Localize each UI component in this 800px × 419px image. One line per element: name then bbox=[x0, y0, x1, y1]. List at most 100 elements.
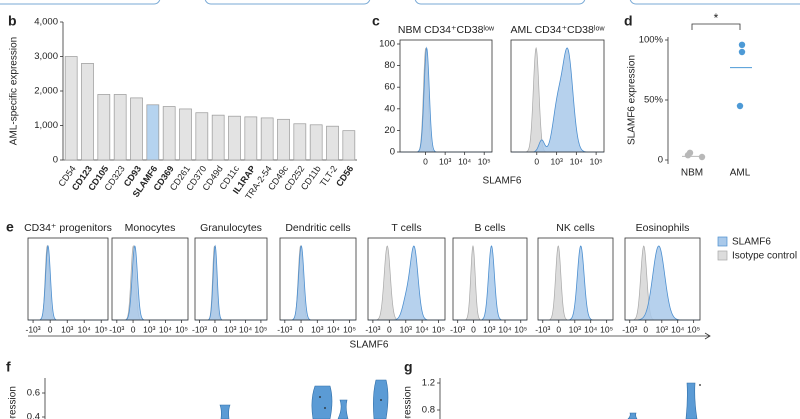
y-tick-label: 0 bbox=[390, 147, 395, 158]
slamf6-histogram bbox=[368, 245, 445, 321]
y-axis-label: SLAMF6 expression bbox=[627, 55, 638, 145]
bar bbox=[244, 116, 258, 161]
slamf6-histogram bbox=[453, 245, 527, 321]
bar bbox=[293, 123, 307, 161]
y-tick-label: 0.6 bbox=[27, 388, 40, 399]
bar bbox=[64, 56, 78, 161]
y-tick-label: 60 bbox=[384, 82, 395, 93]
x-tick-label: 10⁵ bbox=[514, 324, 527, 334]
bar bbox=[81, 63, 94, 161]
x-tick-label: 10⁵ bbox=[432, 324, 445, 334]
slamf6-histogram bbox=[280, 245, 356, 321]
isotype-histogram bbox=[280, 244, 356, 321]
x-tick-label: 0 bbox=[131, 324, 136, 334]
plot-title: Granulocytes bbox=[200, 222, 262, 234]
isotype-histogram bbox=[28, 244, 108, 321]
plot-frame bbox=[194, 237, 268, 321]
x-tick-label: 0 bbox=[556, 324, 561, 334]
x-tick-label: 10⁴ bbox=[584, 324, 597, 334]
y-tick-label: 0 bbox=[658, 155, 663, 166]
y-tick-label: 0.4 bbox=[27, 412, 40, 419]
x-tick-label: 10⁴ bbox=[239, 324, 252, 334]
bar bbox=[211, 114, 225, 161]
bar bbox=[162, 106, 176, 161]
x-tick-label: 10⁵ bbox=[590, 156, 603, 166]
bar bbox=[277, 118, 290, 161]
x-tick-label: NBM bbox=[681, 168, 703, 179]
plot-frame bbox=[624, 237, 701, 321]
violin-points bbox=[319, 384, 701, 409]
legend-label: Isotype control bbox=[732, 251, 797, 262]
slamf6-histogram bbox=[195, 244, 267, 321]
x-tick-label: 10³ bbox=[400, 324, 412, 334]
slamf6-histogram bbox=[625, 245, 700, 321]
x-tick-label: 10⁴ bbox=[458, 156, 471, 166]
bar bbox=[146, 104, 160, 161]
x-tick-label: 10⁵ bbox=[478, 156, 491, 166]
y-tick-label: 0.8 bbox=[422, 405, 435, 416]
dot bbox=[738, 41, 746, 48]
violins bbox=[219, 379, 698, 419]
x-tick-label: 0 bbox=[423, 156, 428, 166]
y-tick-label: 4,000 bbox=[34, 17, 58, 28]
plot-title: Monocytes bbox=[125, 222, 176, 234]
significance: * bbox=[714, 11, 719, 25]
x-axis-arrow bbox=[28, 332, 711, 340]
x-tick-label: 10⁴ bbox=[498, 324, 511, 334]
x-tick-label: 0 bbox=[643, 324, 648, 334]
x-tick-label: -10³ bbox=[109, 324, 124, 334]
plot-title: NBM CD34⁺CD38ˡᵒʷ bbox=[398, 24, 495, 36]
plot-frame bbox=[27, 237, 109, 321]
y-tick-label: 3,000 bbox=[34, 51, 58, 62]
legend-swatch bbox=[717, 250, 728, 261]
x-tick-label: 10⁴ bbox=[78, 324, 91, 334]
x-tick-label: 10³ bbox=[61, 324, 73, 334]
x-tick-label: -10³ bbox=[277, 324, 292, 334]
dot bbox=[736, 102, 744, 110]
x-tick-label: CD56 bbox=[334, 164, 355, 189]
x-tick-label: 10³ bbox=[550, 156, 562, 166]
x-tick-label: 0 bbox=[213, 324, 218, 334]
plot-frame bbox=[452, 237, 528, 321]
plot-title: NK cells bbox=[556, 222, 595, 234]
slamf6-histogram bbox=[511, 47, 604, 153]
slamf6-histogram bbox=[538, 245, 613, 321]
x-tick-label: -10³ bbox=[622, 324, 637, 334]
plot-title: CD34⁺ progenitors bbox=[24, 222, 112, 234]
y-tick-label: 50% bbox=[644, 95, 664, 106]
bar bbox=[309, 124, 323, 161]
x-tick-label: 10³ bbox=[656, 324, 668, 334]
y-axis-label: pression bbox=[403, 386, 414, 419]
slamf6-histogram bbox=[112, 245, 188, 321]
plot-title: Dendritic cells bbox=[285, 222, 350, 234]
x-tick-label: 10⁵ bbox=[600, 324, 613, 334]
x-tick-label: 10⁴ bbox=[671, 324, 684, 334]
plot-frame bbox=[111, 237, 189, 321]
x-tick-label: 10⁵ bbox=[175, 324, 188, 334]
panel-label: g bbox=[404, 359, 413, 375]
dot bbox=[686, 149, 694, 156]
x-tick-label: 10³ bbox=[311, 324, 323, 334]
x-tick-label: 10⁵ bbox=[687, 324, 700, 334]
x-tick-label: 0 bbox=[471, 324, 476, 334]
bar bbox=[260, 117, 274, 161]
y-tick-label: 1,000 bbox=[34, 120, 58, 131]
x-tick-label: -10³ bbox=[365, 324, 380, 334]
x-tick-label: 10⁵ bbox=[95, 324, 108, 334]
slamf6-histogram bbox=[400, 46, 492, 153]
x-tick-label: 10³ bbox=[483, 324, 495, 334]
bar bbox=[326, 125, 339, 161]
x-tick-label: -10³ bbox=[192, 324, 207, 334]
plot-title: T cells bbox=[391, 222, 421, 234]
y-tick-label: 80 bbox=[384, 60, 395, 71]
plot-frame bbox=[510, 39, 605, 153]
panel-label: d bbox=[624, 13, 633, 29]
dot bbox=[738, 48, 746, 56]
plot-frame bbox=[367, 237, 446, 321]
y-tick-label: 100 bbox=[379, 39, 395, 50]
panel-label: b bbox=[8, 13, 17, 29]
panel-label: e bbox=[6, 219, 14, 235]
x-axis-label: SLAMF6 bbox=[350, 340, 389, 351]
y-tick-label: 100% bbox=[639, 35, 664, 46]
y-tick-label: 40 bbox=[384, 103, 395, 114]
